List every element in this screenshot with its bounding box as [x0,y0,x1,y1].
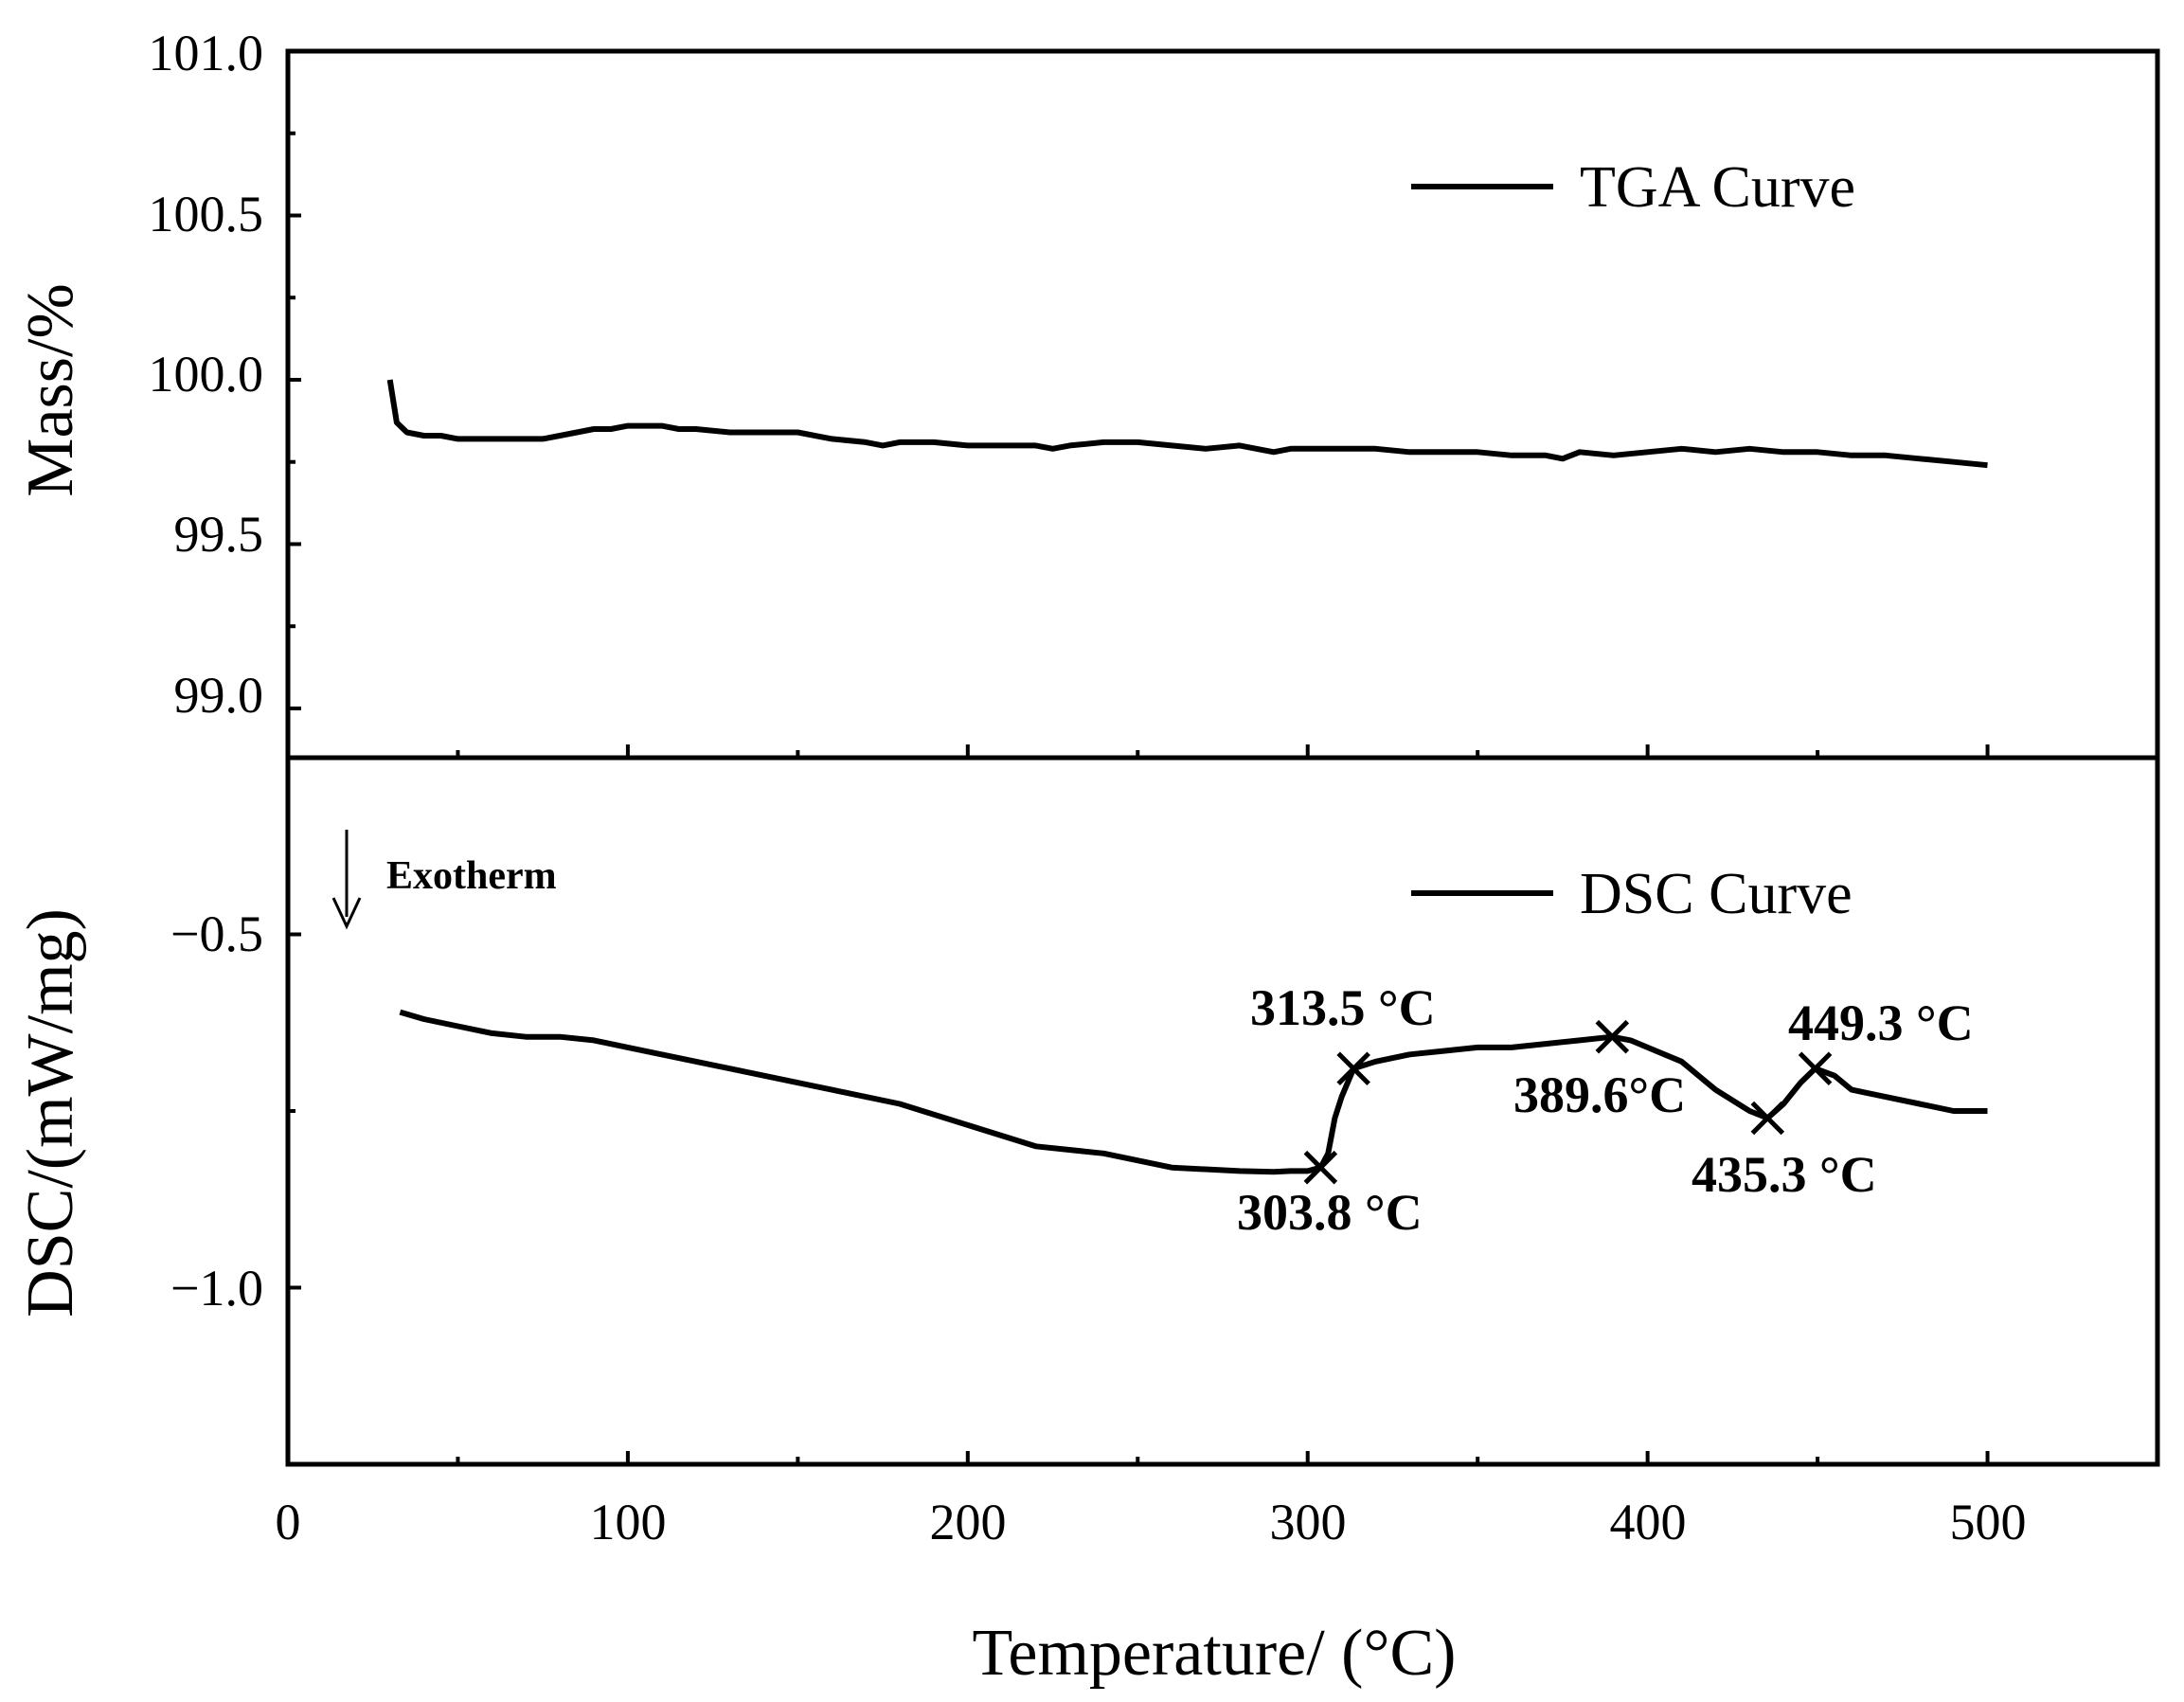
peak-label-435: 435.3 °C [1692,1146,1877,1203]
peak-label-389: 389.6°C [1513,1066,1686,1123]
dsc-legend-label: DSC Curve [1580,862,1853,926]
peak-label-449: 449.3 °C [1788,994,1974,1051]
x-tick-labels: 0 100 200 300 400 500 [276,1494,2027,1550]
tga-panel-frame [285,48,2160,761]
dsc-panel-frame [285,755,2160,1467]
peak-label-313: 313.5 °C [1250,979,1436,1036]
dsc-curve [399,1009,1988,1175]
dsc-peak-marker [1303,1150,1338,1185]
xtick-label: 300 [1270,1494,1347,1550]
xtick-label: 400 [1610,1494,1687,1550]
dsc-peak-marker [1336,1051,1370,1086]
dsc-y-tick-labels: −0.5 −1.0 [170,905,263,1317]
tga-ytick-label: 100.0 [149,346,264,403]
xtick-label: 0 [276,1494,301,1550]
tga-curve [386,379,1988,469]
exotherm-label: Exotherm [386,854,557,898]
tga-ytick-label: 101.0 [149,25,264,81]
tga-ytick-label: 100.5 [149,186,264,242]
xtick-label: 100 [590,1494,667,1550]
x-axis-title: Temperature/ (°C) [973,1617,1457,1690]
tga-y-tick-labels: 101.0 100.5 100.0 99.5 99.0 [149,25,264,724]
tga-ytick-label: 99.5 [174,506,264,563]
dsc-peak-marker [1750,1101,1785,1136]
tga-ytick-label: 99.0 [174,667,264,724]
dsc-peak-marker [1798,1051,1833,1086]
dsc-ytick-label: −0.5 [170,905,263,962]
tga-legend-label: TGA Curve [1580,155,1855,220]
exotherm-arrow-head [331,897,362,930]
dsc-peak-marker [1595,1019,1630,1054]
dsc-peak-markers [1303,1019,1833,1185]
axis-ticks [288,49,1990,1464]
dsc-y-axis-title: DSC/(mW/mg) [14,908,87,1317]
xtick-label: 500 [1950,1494,2027,1550]
tga-y-axis-title: Mass/% [14,283,87,497]
dsc-ytick-label: −1.0 [170,1260,263,1317]
peak-label-303: 303.8 °C [1237,1184,1423,1241]
xtick-label: 200 [930,1494,1007,1550]
